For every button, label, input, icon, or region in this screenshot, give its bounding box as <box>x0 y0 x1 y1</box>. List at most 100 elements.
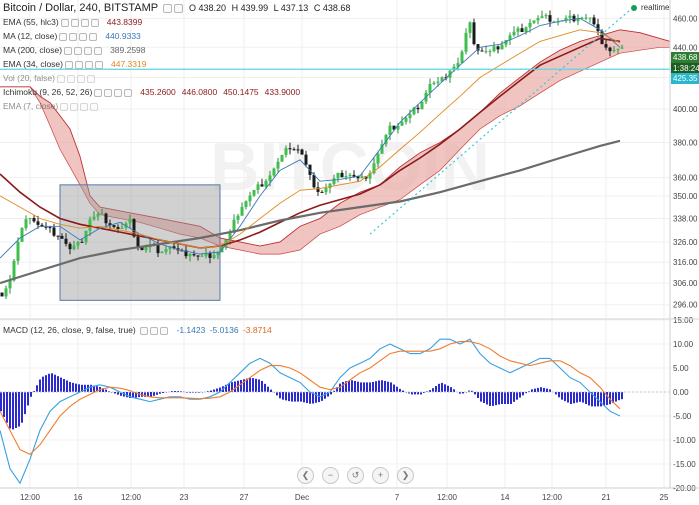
histogram-bar <box>450 387 452 392</box>
legend-row[interactable]: EMA (7, close) <box>3 99 99 113</box>
candle <box>76 241 80 246</box>
histogram-bar <box>621 392 623 400</box>
legend-row[interactable]: MA (200, close) 389.2598 <box>3 43 146 57</box>
gear-icon[interactable] <box>104 88 113 97</box>
candle <box>72 245 76 250</box>
candle <box>348 174 352 177</box>
eye-icon[interactable] <box>94 88 103 97</box>
macd-tick-label: 15.00 <box>673 316 694 325</box>
x-tick-label: Dec <box>295 493 309 502</box>
candle <box>252 189 256 196</box>
candle <box>16 241 20 261</box>
histogram-bar <box>606 392 608 405</box>
candle <box>100 213 104 215</box>
candle <box>248 195 252 202</box>
close-icon[interactable] <box>114 88 123 97</box>
legend-row[interactable]: EMA (34, close) 447.3319 <box>3 57 146 71</box>
histogram-bar <box>72 382 74 392</box>
histogram-bar <box>135 392 137 398</box>
eye-icon[interactable] <box>140 326 149 335</box>
more-icon[interactable] <box>94 46 103 55</box>
legend-value: 433.9000 <box>264 87 301 97</box>
candle <box>416 107 420 110</box>
histogram-bar <box>63 379 65 392</box>
candle <box>496 46 500 50</box>
eye-icon[interactable] <box>59 32 68 41</box>
histogram-bar <box>453 389 455 392</box>
gear-icon[interactable] <box>66 74 75 83</box>
more-icon[interactable] <box>124 88 133 97</box>
macd-name[interactable]: MACD (12, 26, close, 9, false, true) <box>3 325 136 335</box>
gear-icon[interactable] <box>74 46 83 55</box>
candle <box>520 28 524 32</box>
more-icon[interactable] <box>90 18 99 27</box>
histogram-bar <box>507 392 509 404</box>
zoom-in-button[interactable]: + <box>372 467 389 484</box>
histogram-bar <box>117 392 119 395</box>
histogram-bar <box>576 392 578 403</box>
histogram-bar <box>39 379 41 392</box>
gear-icon[interactable] <box>70 102 79 111</box>
more-icon[interactable] <box>95 60 103 69</box>
legend-row[interactable]: Ichimoku (9, 26, 52, 26) 435.2600 446.0800… <box>3 85 300 99</box>
candle <box>484 51 488 53</box>
histogram-bar <box>261 380 263 392</box>
histogram-bar <box>378 380 380 392</box>
legend-row[interactable]: MA (12, close) 440.9333 <box>3 29 141 43</box>
candle <box>512 31 516 36</box>
legend-row[interactable]: EMA (55, hlc3) 443.8399 <box>3 15 142 29</box>
candle <box>340 172 344 178</box>
reset-button[interactable]: ↺ <box>347 467 364 484</box>
gear-icon[interactable] <box>173 3 183 13</box>
more-icon[interactable] <box>89 32 98 41</box>
close-icon[interactable] <box>80 102 89 111</box>
histogram-bar <box>21 392 23 423</box>
eye-icon[interactable] <box>60 102 69 111</box>
candle <box>376 153 380 164</box>
macd-tick-label: -15.00 <box>673 460 696 469</box>
more-icon[interactable] <box>90 102 99 111</box>
scroll-left-button[interactable]: ❮ <box>297 467 314 484</box>
legend-row[interactable]: Vol (20, false) <box>3 71 95 85</box>
candle <box>432 82 436 85</box>
histogram-bar <box>384 380 386 392</box>
close-icon[interactable] <box>80 18 89 27</box>
candle <box>316 187 320 192</box>
symbol-title[interactable]: Bitcoin / Dollar, 240, BITSTAMP <box>3 2 158 14</box>
candle <box>528 22 532 28</box>
countdown-tag: 1:38:24 <box>671 63 699 74</box>
close-icon[interactable] <box>85 60 93 69</box>
gear-icon[interactable] <box>75 60 83 69</box>
more-icon[interactable] <box>86 74 95 83</box>
histogram-bar <box>285 392 287 401</box>
eye-icon[interactable] <box>56 74 65 83</box>
ohlc-readout: O 438.20 H 439.99 L 437.13 C 438.68 <box>189 3 353 13</box>
gear-icon[interactable] <box>70 18 79 27</box>
gear-icon[interactable] <box>150 326 159 335</box>
candle <box>368 173 372 179</box>
gear-icon[interactable] <box>69 32 78 41</box>
symbol-header: Bitcoin / Dollar, 240, BITSTAMP O 438.20… <box>3 1 353 15</box>
eye-icon[interactable] <box>64 46 73 55</box>
close-icon[interactable] <box>76 74 85 83</box>
close-icon[interactable] <box>84 46 93 55</box>
scroll-right-button[interactable]: ❯ <box>397 467 414 484</box>
histogram-bar <box>549 389 551 392</box>
eye-icon[interactable] <box>65 60 73 69</box>
histogram-bar <box>534 388 536 392</box>
close-icon[interactable] <box>160 326 169 335</box>
candle <box>108 223 112 226</box>
histogram-bar <box>591 392 593 407</box>
histogram-bar <box>78 384 80 392</box>
histogram-bar <box>429 390 431 392</box>
histogram-bar <box>387 381 389 392</box>
histogram-bar <box>363 382 365 392</box>
y-tick-label: 350.00 <box>673 192 698 201</box>
candle <box>516 28 520 32</box>
eye-icon[interactable] <box>162 3 172 13</box>
histogram-bar <box>441 382 443 392</box>
zoom-out-button[interactable]: − <box>322 467 339 484</box>
close-icon[interactable] <box>79 32 88 41</box>
eye-icon[interactable] <box>60 18 69 27</box>
